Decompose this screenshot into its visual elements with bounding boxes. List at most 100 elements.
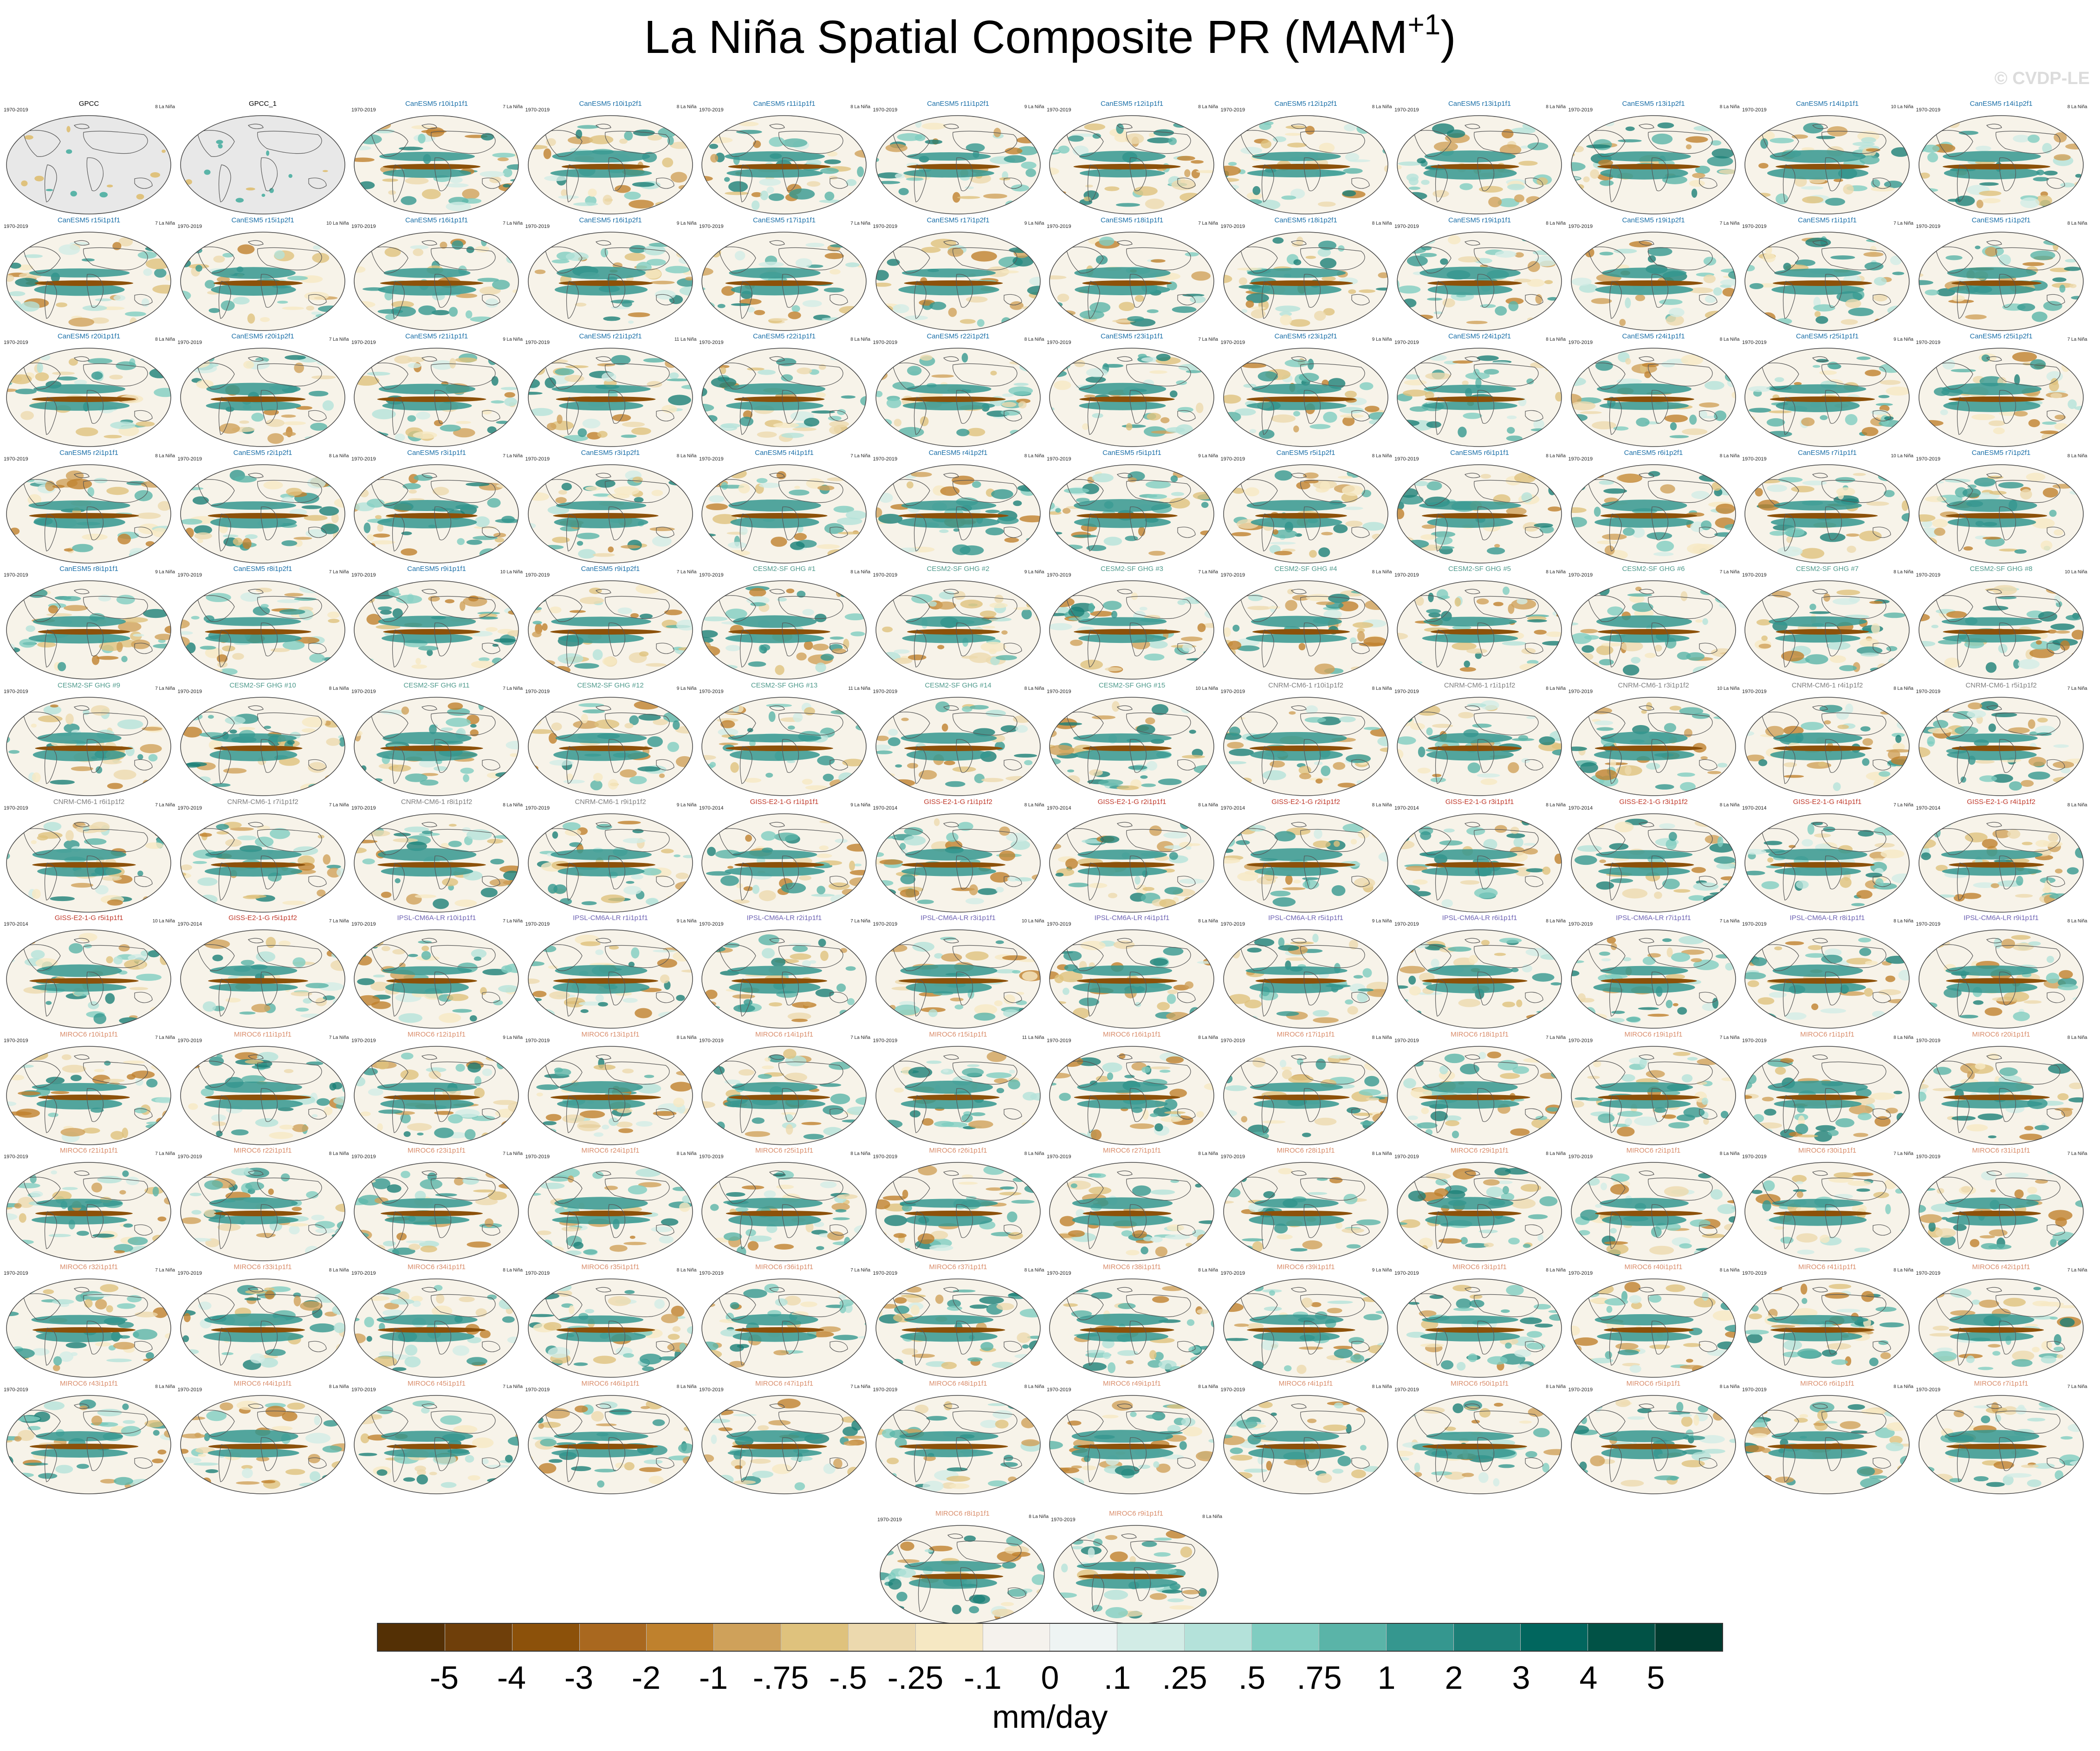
anomaly-blob <box>907 366 921 376</box>
anomaly-blob <box>65 713 74 725</box>
anomaly-blob <box>820 168 839 174</box>
anomaly-blob <box>2014 549 2027 554</box>
continent-outline <box>595 240 611 246</box>
continent-outline <box>44 397 57 435</box>
continent-outline <box>482 294 500 305</box>
anomaly-blob <box>1758 163 1769 169</box>
anomaly-blob <box>1141 783 1156 787</box>
anomaly-blob <box>145 842 163 849</box>
anomaly-blob <box>1463 413 1482 419</box>
continent-outline <box>718 363 756 390</box>
map-panel: CanESM5 r5i1p1f1 1970-2019 9 La Niña <box>1045 449 1219 565</box>
anomaly-blob <box>1055 508 1061 512</box>
panel-event-count: 8 La Niña <box>1546 802 1566 808</box>
anomaly-blob <box>431 310 450 315</box>
anomaly-blob <box>1769 137 1794 143</box>
anomaly-blob <box>301 505 322 509</box>
anomaly-blob <box>1728 270 1736 279</box>
anomaly-blob <box>1068 135 1084 142</box>
anomaly-blob <box>1009 361 1025 365</box>
anomaly-blob <box>58 244 80 255</box>
anomaly-blob <box>1191 316 1206 323</box>
anomaly-blob <box>222 534 239 538</box>
dry-anomaly-band <box>1082 746 1172 751</box>
dry-anomaly-band <box>556 396 655 402</box>
wet-anomaly-band <box>37 732 122 744</box>
anomaly-blob <box>706 503 728 510</box>
map-panel: CESM2-SF GHG #3 1970-2019 7 La Niña <box>1045 565 1219 681</box>
panel-title: CanESM5 r15i1p1f1 <box>57 216 121 224</box>
anomaly-blob <box>1886 386 1909 396</box>
anomaly-blob <box>1731 392 1736 399</box>
anomaly-blob <box>928 601 937 607</box>
panel-years: 1970-2019 <box>1220 107 1245 113</box>
anomaly-blob <box>1080 660 1103 670</box>
anomaly-blob <box>1092 413 1103 418</box>
anomaly-blob <box>6 274 14 282</box>
continent-outline <box>892 363 930 390</box>
anomaly-blob <box>1425 372 1451 380</box>
map-panel: GISS-E2-1-G r2i1p1f1 1970-2014 8 La Niña <box>1045 798 1219 914</box>
anomaly-blob <box>1919 313 1935 321</box>
anomaly-blob <box>1919 428 1926 436</box>
anomaly-blob <box>64 605 88 611</box>
map-panel: CNRM-CM6-1 r1i1p1f2 1970-2019 8 La Niña <box>1393 681 1567 798</box>
anomaly-blob <box>9 262 21 269</box>
anomaly-blob <box>2038 611 2057 622</box>
anomaly-blob <box>966 296 988 303</box>
anomaly-blob <box>683 769 693 774</box>
dry-anomaly-band <box>1776 629 1869 635</box>
map-panel: CanESM5 r15i1p1f1 1970-2019 7 La Niña <box>2 216 176 332</box>
anomaly-blob <box>46 613 72 617</box>
anomaly-blob <box>1446 130 1465 138</box>
anomaly-blob <box>1673 888 1690 893</box>
anomaly-blob <box>1801 186 1824 190</box>
anomaly-blob <box>225 838 242 847</box>
anomaly-blob <box>1624 297 1631 308</box>
anomaly-blob <box>1377 272 1388 278</box>
anomaly-blob <box>333 888 345 891</box>
panel-event-count: 7 La Niña <box>850 453 870 459</box>
wet-anomaly-band <box>378 383 476 395</box>
continent-outline <box>914 397 927 435</box>
anomaly-blob <box>1875 237 1885 244</box>
continent-outline <box>1351 294 1370 305</box>
anomaly-blob <box>546 422 556 431</box>
anomaly-blob <box>1745 586 1759 597</box>
anomaly-blob <box>1403 389 1428 397</box>
anomaly-blob <box>506 254 516 263</box>
anomaly-blob <box>937 645 944 649</box>
anomaly-blob <box>295 406 312 410</box>
anomaly-blob <box>659 773 665 778</box>
anomaly-blob <box>1832 598 1858 605</box>
anomaly-blob <box>1103 364 1124 368</box>
anomaly-blob <box>1720 363 1736 367</box>
anomaly-blob <box>1758 643 1771 649</box>
anomaly-blob <box>219 423 240 434</box>
anomaly-blob <box>1522 122 1543 130</box>
map-panel-plot <box>6 464 171 564</box>
anomaly-blob <box>610 355 630 365</box>
anomaly-blob <box>1494 544 1500 548</box>
anomaly-blob <box>1927 741 1934 745</box>
anomaly-blob <box>1677 772 1695 777</box>
anomaly-blob <box>1829 655 1846 663</box>
anomaly-blob <box>1951 369 1976 373</box>
anomaly-blob <box>74 380 87 385</box>
anomaly-blob <box>1723 882 1736 886</box>
wet-anomaly-band <box>29 268 130 278</box>
anomaly-blob <box>875 203 894 208</box>
wet-anomaly-band <box>206 383 300 396</box>
map-border <box>1397 231 1562 331</box>
panel-title: GISS-E2-1-G r2i1p1f1 <box>1097 798 1167 806</box>
continent-outline <box>370 363 408 390</box>
panel-title: CNRM-CM6-1 r6i1p1f2 <box>53 798 125 806</box>
panel-event-count: 9 La Niña <box>1024 104 1044 110</box>
anomaly-blob <box>1591 298 1612 304</box>
map-border <box>1049 115 1214 214</box>
anomaly-blob <box>99 192 108 198</box>
anomaly-blob <box>532 776 546 782</box>
anomaly-blob <box>1693 125 1718 131</box>
anomaly-blob <box>1420 831 1432 840</box>
anomaly-blob <box>1055 872 1064 876</box>
